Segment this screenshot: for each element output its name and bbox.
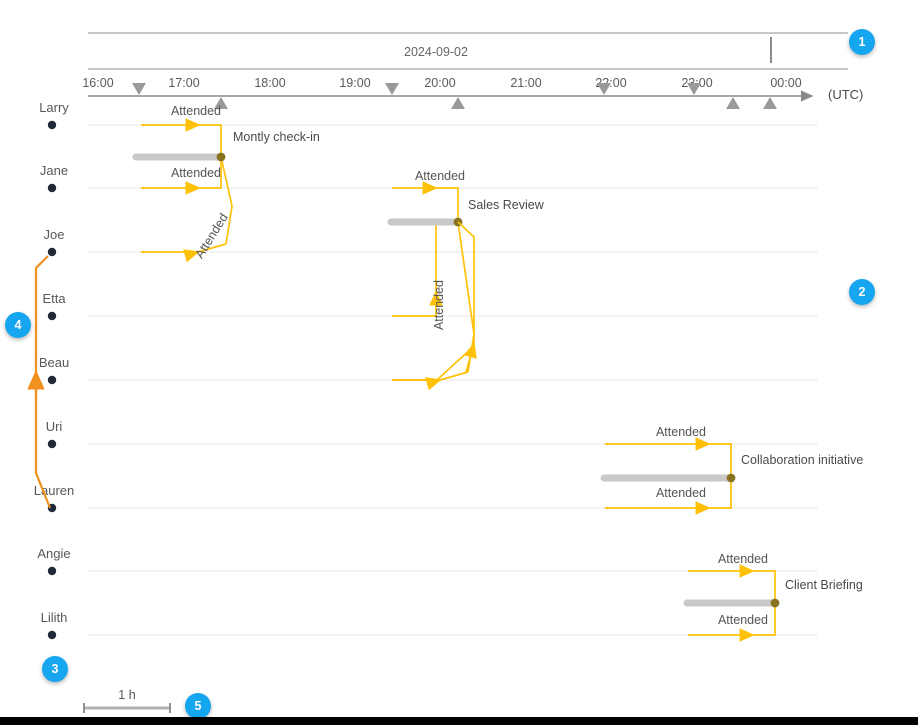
- event-0-title: Montly check-in: [233, 130, 320, 144]
- lane-dot-lilith: [47, 630, 57, 640]
- event-3-title: Client Briefing: [785, 578, 863, 592]
- callout-badge-2[interactable]: 2: [849, 279, 875, 305]
- event-0-attendance-2-arrow: [183, 243, 227, 263]
- event-0-attendance-0-label: Attended: [171, 104, 221, 118]
- event-1-attendance-0-label: Attended: [415, 169, 465, 183]
- event-2-attendance-0-label: Attended: [656, 425, 706, 439]
- lane-dot-etta: [47, 311, 57, 321]
- axis-marker-down-2: [597, 83, 611, 95]
- callout-badge-5[interactable]: 5: [185, 693, 211, 719]
- event-3-attendance-1-connector: [753, 603, 776, 636]
- event-0-attendance-2-label: Attended: [192, 211, 230, 261]
- lane-name-larry: Larry: [39, 100, 69, 115]
- lane-name-lilith: Lilith: [41, 610, 68, 625]
- event-2-attendance-0-connector: [709, 443, 732, 478]
- callout-badge-4[interactable]: 4: [5, 312, 31, 338]
- callout-badge-3[interactable]: 3: [42, 656, 68, 682]
- event-0-attendance-1-connector: [199, 157, 222, 189]
- event-1-attendance-0-connector: [436, 187, 459, 222]
- lane-name-uri: Uri: [46, 419, 63, 434]
- axis-marker-up-3: [763, 97, 777, 109]
- lane-dot-beau: [47, 375, 57, 385]
- event-3-marker-dot[interactable]: [770, 598, 780, 608]
- event-2-title: Collaboration initiative: [741, 453, 863, 467]
- axis-tick-2100: 21:00: [510, 76, 541, 90]
- lane-dot-joe: [47, 247, 57, 257]
- event-3-attendance-0-label: Attended: [718, 552, 768, 566]
- axis-marker-down-1: [385, 83, 399, 95]
- lane-dot-uri: [47, 439, 57, 449]
- scale-bar-label: 1 h: [118, 688, 135, 702]
- axis-marker-up-2: [726, 97, 740, 109]
- lane-dot-larry: [47, 120, 57, 130]
- event-0-marker-dot[interactable]: [216, 152, 226, 162]
- axis-tick-0000: 00:00: [770, 76, 801, 90]
- event-1-attendance-2-arrow: [425, 371, 469, 391]
- event-0-attendance-2-connector: [220, 156, 233, 245]
- lane-name-etta: Etta: [42, 291, 66, 306]
- event-2-attendance-1-label: Attended: [656, 486, 706, 500]
- event-3-attendance-1-label: Attended: [718, 613, 768, 627]
- event-2-attendance-1-connector: [709, 478, 732, 509]
- axis-marker-up-1: [451, 97, 465, 109]
- event-3-attendance-0-connector: [753, 570, 776, 603]
- event-1-title: Sales Review: [468, 198, 545, 212]
- lane-name-jane: Jane: [40, 163, 68, 178]
- lane-dot-angie: [47, 566, 57, 576]
- event-2-marker-dot[interactable]: [726, 473, 736, 483]
- lane-name-beau: Beau: [39, 355, 69, 370]
- axis-tick-1900: 19:00: [339, 76, 370, 90]
- event-0-attendance-1-label: Attended: [171, 166, 221, 180]
- bottom-edge-bar: [0, 717, 918, 725]
- callout-badge-1[interactable]: 1: [849, 29, 875, 55]
- event-0-attendance-0-connector: [199, 124, 222, 157]
- axis-marker-up-0: [214, 97, 228, 109]
- event-1-attendance-1-label: Attended: [432, 280, 446, 330]
- axis-tick-1800: 18:00: [254, 76, 285, 90]
- timezone-label: (UTC): [828, 87, 863, 102]
- lane-name-joe: Joe: [44, 227, 65, 242]
- date-label: 2024-09-02: [404, 45, 468, 59]
- event-1-attendance-1-leg: [392, 246, 437, 317]
- axis-tick-1700: 17:00: [168, 76, 199, 90]
- axis-tick-2000: 20:00: [424, 76, 455, 90]
- lane-name-angie: Angie: [37, 546, 70, 561]
- lane-dot-jane: [47, 183, 57, 193]
- event-1-beau-arrow: [463, 342, 477, 373]
- axis-marker-down-3: [687, 83, 701, 95]
- axis-tick-1600: 16:00: [82, 76, 113, 90]
- axis-marker-down-0: [132, 83, 146, 95]
